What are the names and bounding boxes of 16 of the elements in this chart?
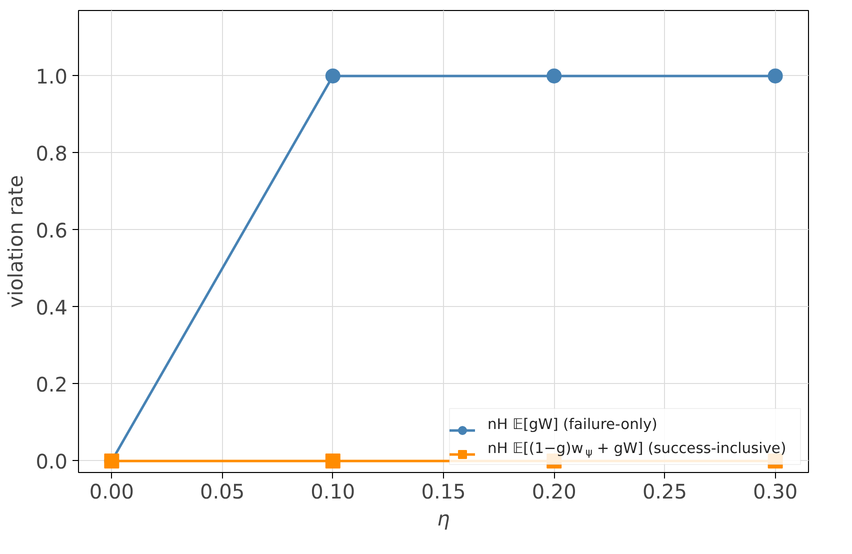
- y-tick-label: 0.6: [36, 218, 68, 242]
- x-tick-label: 0.20: [532, 480, 576, 504]
- x-axis-title: η: [437, 506, 450, 530]
- x-tick-label: 0.25: [642, 480, 687, 504]
- legend-label: nH 𝔼[gW] (failure-only): [488, 416, 658, 433]
- y-tick-label: 0.2: [36, 372, 68, 396]
- x-tick-label: 0.05: [200, 480, 245, 504]
- y-tick-label: 0.8: [36, 141, 68, 166]
- x-tick-label: 0.30: [753, 480, 798, 504]
- x-tick-label: 0.15: [421, 480, 466, 504]
- y-tick-label: 0.4: [36, 295, 68, 320]
- x-tick-label: 0.00: [89, 480, 134, 504]
- y-tick-label: 1.0: [36, 64, 68, 88]
- x-tick-label: 0.10: [310, 480, 356, 504]
- y-axis-title: violation rate: [4, 175, 28, 308]
- y-tick-label: 0.0: [36, 449, 68, 474]
